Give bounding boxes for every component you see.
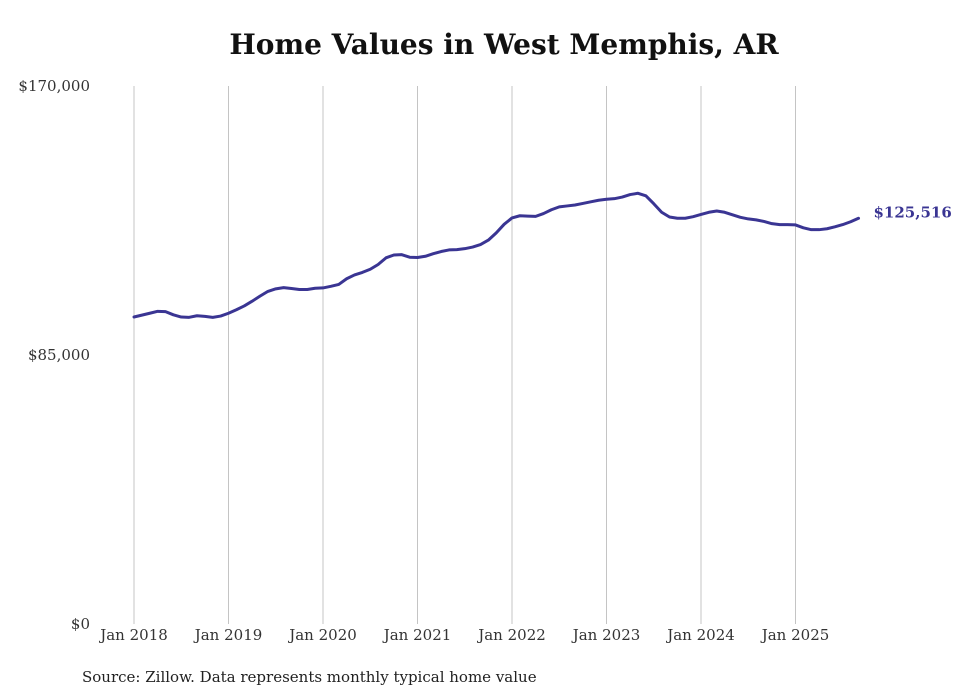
x-tick-label: Jan 2022 xyxy=(476,626,546,644)
gridlines xyxy=(133,86,796,624)
x-tick-label: Jan 2018 xyxy=(98,626,168,644)
y-tick-label: $0 xyxy=(71,615,90,633)
y-axis-ticks: $0 $85,000 $170,000 xyxy=(18,77,90,633)
x-tick-label: Jan 2019 xyxy=(193,626,263,644)
end-value-label: $125,516 xyxy=(874,203,952,221)
x-tick-label: Jan 2024 xyxy=(665,626,735,644)
x-tick-label: Jan 2020 xyxy=(287,626,357,644)
chart-title: Home Values in West Memphis, AR xyxy=(229,28,779,61)
y-tick-label: $170,000 xyxy=(18,77,90,95)
home-value-line xyxy=(132,191,860,319)
x-tick-label: Jan 2023 xyxy=(571,626,641,644)
x-axis-ticks: Jan 2018 Jan 2019 Jan 2020 Jan 2021 Jan 2022… xyxy=(98,626,829,644)
source-note: Source: Zillow. Data represents monthly … xyxy=(82,668,537,686)
x-tick-label: Jan 2021 xyxy=(382,626,452,644)
y-tick-label: $85,000 xyxy=(28,346,90,364)
x-tick-label: Jan 2025 xyxy=(760,626,830,644)
